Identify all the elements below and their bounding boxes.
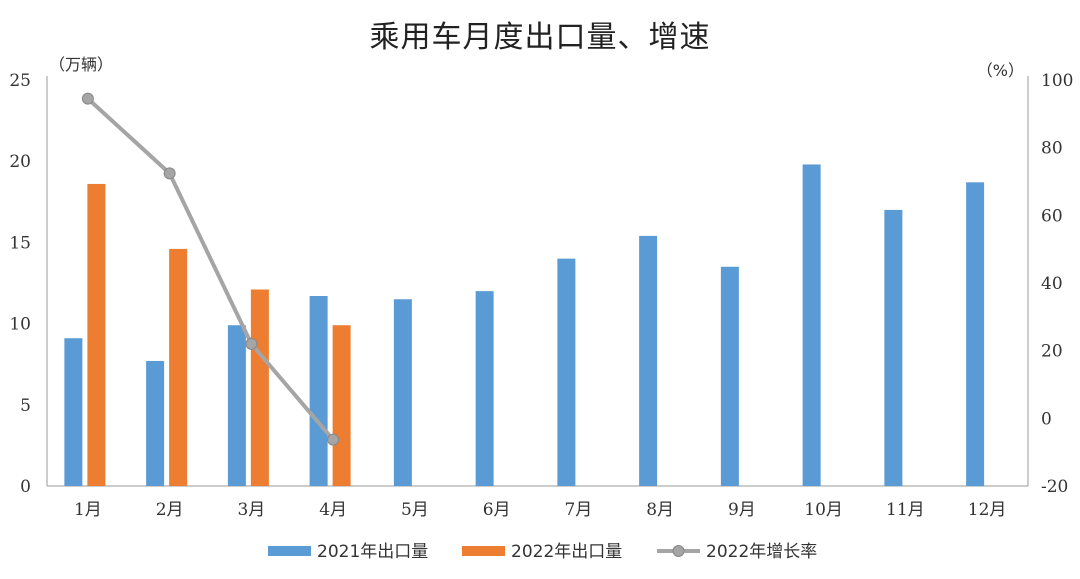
x-axis-tick-label: 12月	[968, 500, 1007, 520]
right-axis-tick-label: 20	[1041, 342, 1063, 362]
bar-2022-1	[87, 183, 106, 486]
x-axis-tick-label: 9月	[728, 500, 756, 520]
left-axis-tick-label: 20	[9, 152, 31, 172]
left-axis-tick-label: 25	[9, 71, 31, 91]
growth-rate-point-3	[245, 337, 258, 350]
bar-2021-5	[393, 299, 412, 486]
growth-rate-point-2	[163, 167, 176, 180]
bar-2021-1	[64, 338, 83, 486]
x-axis-tick-label: 4月	[319, 500, 347, 520]
x-axis-tick-label: 1月	[74, 500, 102, 520]
legend: 2021年出口量 2022年出口量 2022年增长率	[268, 542, 817, 562]
growth-rate-line	[86, 97, 335, 441]
bar-2021-12	[966, 182, 985, 486]
left-axis-unit-label: （万辆）	[49, 55, 113, 74]
bar-2021-4	[309, 295, 328, 486]
bar-2021-6	[475, 291, 494, 486]
legend-swatch-1	[268, 546, 311, 556]
x-axis-tick-label: 11月	[886, 500, 925, 520]
legend-label-1: 2021年出口量	[317, 542, 428, 562]
right-axis-tick-label: -20	[1041, 477, 1068, 497]
right-axis-tick-label: 60	[1041, 206, 1063, 226]
left-axis-tick-label: 15	[9, 233, 31, 253]
bar-2021-11	[884, 209, 903, 487]
left-axis-tick-label: 5	[20, 396, 31, 416]
right-axis-tick-label: 80	[1041, 139, 1063, 159]
x-axis-tick-label: 6月	[483, 500, 511, 520]
bar-2022-3	[250, 289, 269, 486]
left-axis-tick-label: 10	[9, 315, 31, 335]
legend-swatch-2	[462, 546, 505, 556]
x-axis-tick-label: 7月	[564, 500, 592, 520]
bar-2021-2	[146, 360, 165, 486]
bar-2021-7	[557, 258, 576, 486]
growth-rate-point-1	[81, 92, 94, 105]
axes: 0 5 10 15 20 25 -20 0 20 40 60 80 100 （万辆） （%） 1月 2月 3月 4月…	[9, 55, 1073, 520]
right-axis-tick-label: 100	[1041, 71, 1073, 91]
x-axis-tick-label: 3月	[237, 500, 265, 520]
x-axis-tick-label: 8月	[646, 500, 674, 520]
x-axis-tick-label: 2月	[156, 500, 184, 520]
left-axis-tick-label: 0	[20, 477, 31, 497]
legend-label-2: 2022年出口量	[511, 542, 622, 562]
right-axis-unit-label: （%）	[977, 61, 1024, 80]
bar-2022-2	[169, 248, 188, 486]
bar-2021-3	[227, 325, 246, 486]
bar-layer	[64, 164, 985, 487]
growth-line-layer	[81, 92, 340, 446]
right-axis-tick-label: 0	[1041, 409, 1052, 429]
x-axis-tick-label: 5月	[401, 500, 429, 520]
chart-title: 乘用车月度出口量、增速	[369, 20, 711, 55]
growth-rate-point-4	[327, 433, 340, 446]
right-axis-tick-label: 40	[1041, 274, 1063, 294]
legend-label-3: 2022年增长率	[706, 542, 817, 562]
legend-swatch-marker	[672, 545, 685, 557]
bar-2022-4	[332, 325, 351, 486]
x-axis-tick-label: 10月	[804, 500, 843, 520]
bar-2021-10	[802, 164, 821, 486]
bar-2021-8	[639, 235, 658, 486]
bar-2021-9	[720, 266, 739, 486]
